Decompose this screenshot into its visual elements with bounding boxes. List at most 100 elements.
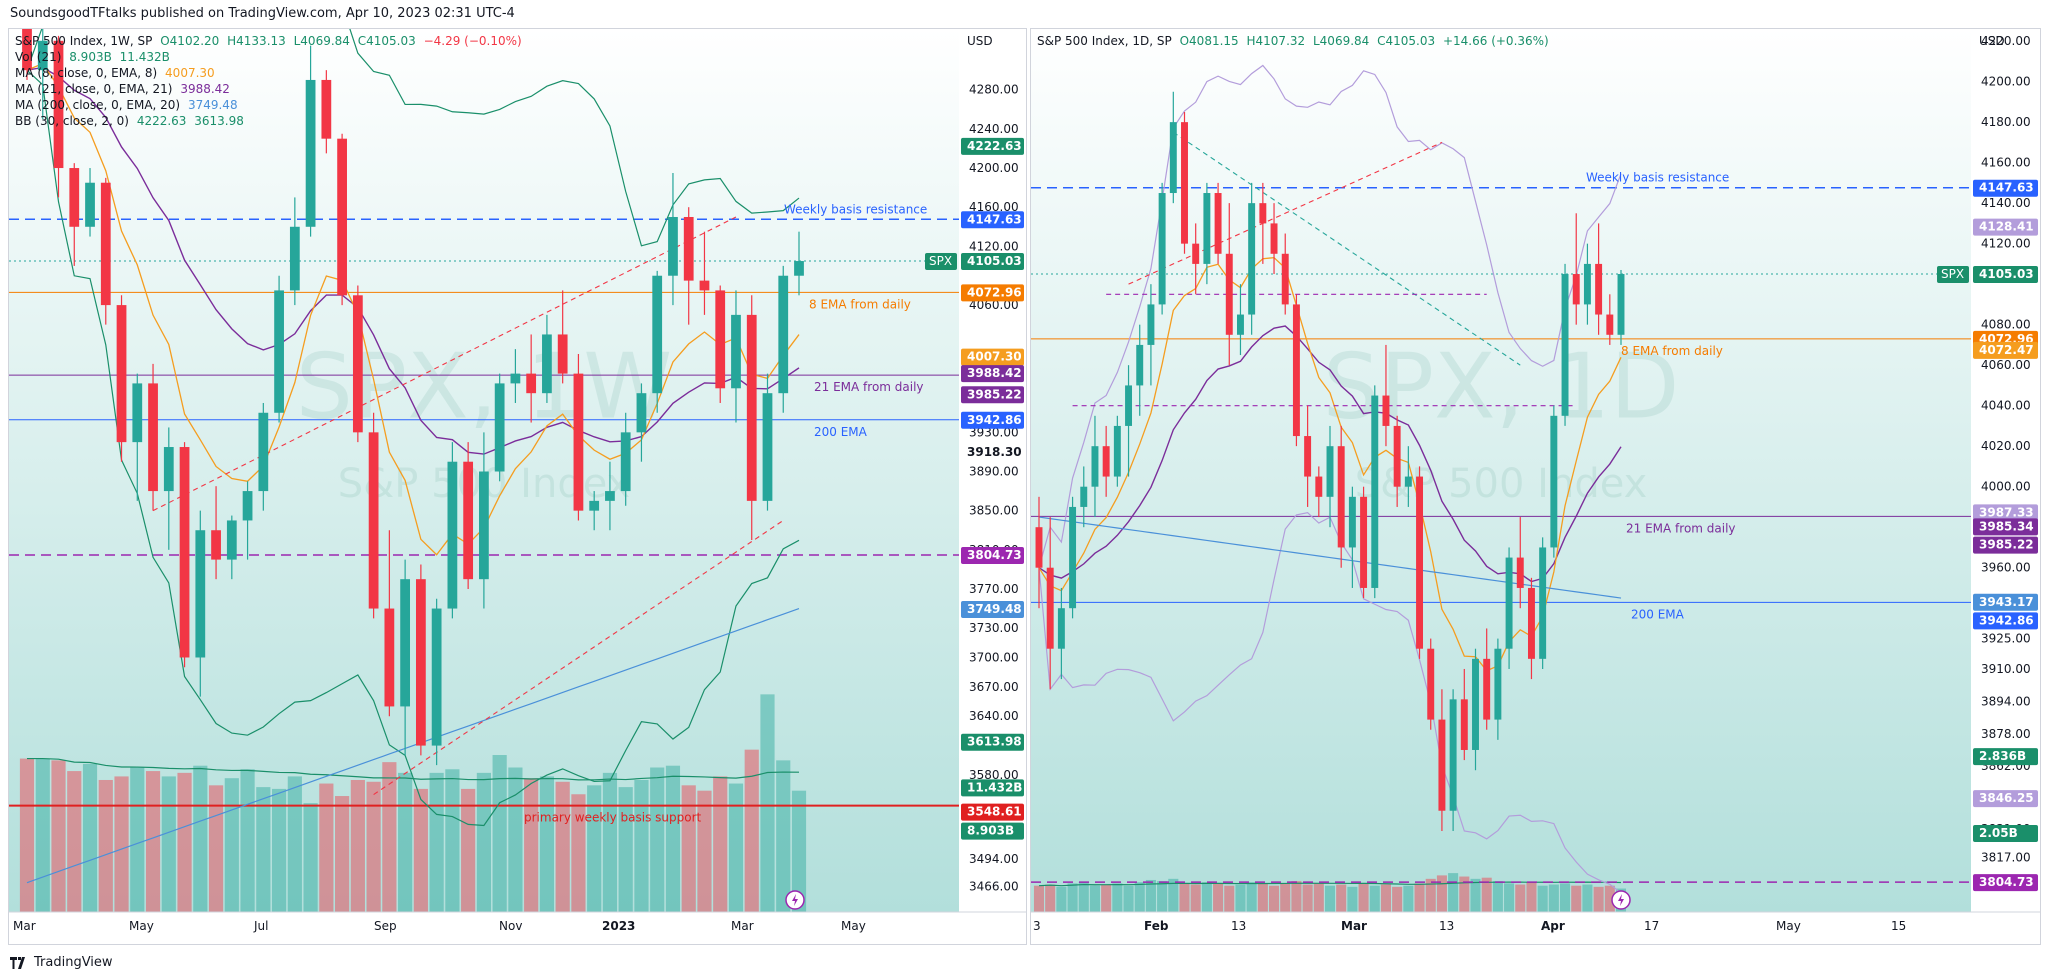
y-tick-label: 3925.00	[1981, 632, 2031, 646]
volume-bar	[492, 755, 507, 912]
candle-body	[1304, 436, 1312, 477]
daily-high: H4107.32	[1246, 34, 1306, 48]
volume-bar	[35, 758, 50, 912]
candle-body	[1169, 122, 1177, 194]
price-badge-value: 4222.63	[967, 139, 1022, 153]
daily-chart-canvas[interactable]: SPX, 1D S&P 500 Index Weekly basis resista…	[1031, 29, 2040, 944]
candle-body	[116, 305, 127, 443]
price-badge	[1973, 748, 2038, 766]
y-tick-label: 4180.00	[1981, 115, 2031, 129]
candle-body	[1550, 415, 1558, 548]
annotation-label: 21 EMA from daily	[814, 380, 924, 394]
y-tick-label: 4120.00	[969, 239, 1019, 253]
daily-legend: S&P 500 Index, 1D, SP O4081.15 H4107.32 …	[1037, 33, 1549, 49]
volume-bar	[1280, 883, 1291, 912]
candle-body	[1181, 122, 1188, 244]
candle-body	[337, 138, 347, 296]
volume-bar	[1548, 884, 1559, 912]
ema200-line	[1038, 516, 1622, 599]
y-tick-label: 3960.00	[1981, 561, 2031, 575]
volume-bar	[287, 776, 302, 912]
candle-body	[132, 383, 143, 443]
volume-bar	[130, 767, 145, 912]
candle-body	[573, 373, 584, 511]
daily-change: +14.66 (+0.36%)	[1442, 34, 1549, 48]
volume-bar	[539, 776, 555, 912]
bb-upper-line	[26, 29, 800, 247]
daily-chart-panel[interactable]: SPX, 1D S&P 500 Index Weekly basis resista…	[1030, 28, 2041, 945]
tradingview-logo-icon	[10, 956, 25, 969]
volume-bar	[1168, 878, 1179, 912]
volume-bar	[1604, 885, 1615, 912]
price-badge-value: 4147.63	[1979, 181, 2034, 195]
trendline	[373, 519, 784, 795]
volume-bar	[760, 694, 775, 912]
volume-bar	[1313, 883, 1324, 912]
candle-body	[1248, 203, 1256, 315]
price-badge	[961, 348, 1024, 366]
candle-body	[1449, 699, 1457, 811]
price-badge	[961, 211, 1024, 229]
volume-bar	[1526, 882, 1537, 912]
candle-body	[1438, 719, 1446, 811]
volume-bar	[271, 788, 287, 912]
candle-body	[1225, 253, 1233, 335]
price-badge	[961, 284, 1024, 302]
candle-body	[289, 226, 300, 291]
volume-bar	[602, 772, 618, 912]
price-badge	[1973, 593, 2038, 611]
volume-bar	[1414, 883, 1425, 912]
candle-body	[163, 447, 174, 492]
candle-body	[1091, 446, 1099, 487]
candle-body	[1416, 476, 1424, 649]
volume-bar	[1582, 884, 1593, 912]
price-badge	[1973, 179, 2038, 197]
candle-body	[1147, 304, 1155, 345]
weekly-low: L4069.84	[293, 34, 350, 48]
volume-bar	[1078, 882, 1089, 912]
price-badge-value: 3804.73	[967, 548, 1022, 562]
volume-bar	[224, 778, 239, 912]
y-tick-label: 4220.00	[1981, 34, 2031, 48]
price-badge	[961, 411, 1024, 429]
footer-bar: TradingView	[0, 946, 2049, 979]
volume-bar	[650, 767, 665, 912]
legend-vol: Vol (21) 8.903B 11.432B	[15, 50, 170, 64]
candle-body	[1527, 587, 1535, 659]
daily-ohlc-line: S&P 500 Index, 1D, SP O4081.15 H4107.32 …	[1037, 33, 1549, 49]
volume-bar	[1157, 881, 1168, 912]
candle-body	[1069, 506, 1077, 609]
volume-bar	[1436, 875, 1447, 912]
price-badge-value: 4007.30	[967, 350, 1022, 364]
volume-bar	[208, 785, 224, 912]
x-tick-label: Mar	[13, 919, 36, 933]
y-tick-label: 3670.00	[969, 680, 1019, 694]
candle-body	[195, 530, 206, 658]
volume-bar	[1145, 879, 1156, 912]
candle-body	[37, 40, 48, 71]
volume-bar	[524, 778, 539, 912]
ema21-line	[1038, 325, 1622, 583]
annotation-label: 200 EMA	[814, 425, 868, 439]
volume-bar	[445, 769, 460, 912]
price-badge	[1973, 824, 2038, 842]
volume-bar	[51, 760, 66, 912]
y-tick-label: 3494.00	[969, 852, 1019, 866]
volume-bar	[398, 772, 413, 912]
candle-body	[1382, 395, 1390, 426]
price-badge	[1973, 874, 2038, 892]
y-tick-label: 4200.00	[969, 161, 1019, 175]
price-badge-value: 3749.48	[967, 602, 1022, 616]
volume-bar	[1033, 885, 1045, 912]
price-badge	[1973, 536, 2038, 554]
candle-body	[1214, 193, 1222, 254]
volume-bar	[67, 771, 82, 912]
y-tick-label: 4160.00	[969, 200, 1019, 214]
price-badge	[961, 365, 1024, 383]
volume-bar	[1560, 883, 1571, 912]
weekly-symbol: S&P 500 Index, 1W, SP	[15, 34, 153, 48]
annotation-label: 21 EMA from daily	[1626, 521, 1736, 535]
candle-body	[1505, 557, 1513, 649]
